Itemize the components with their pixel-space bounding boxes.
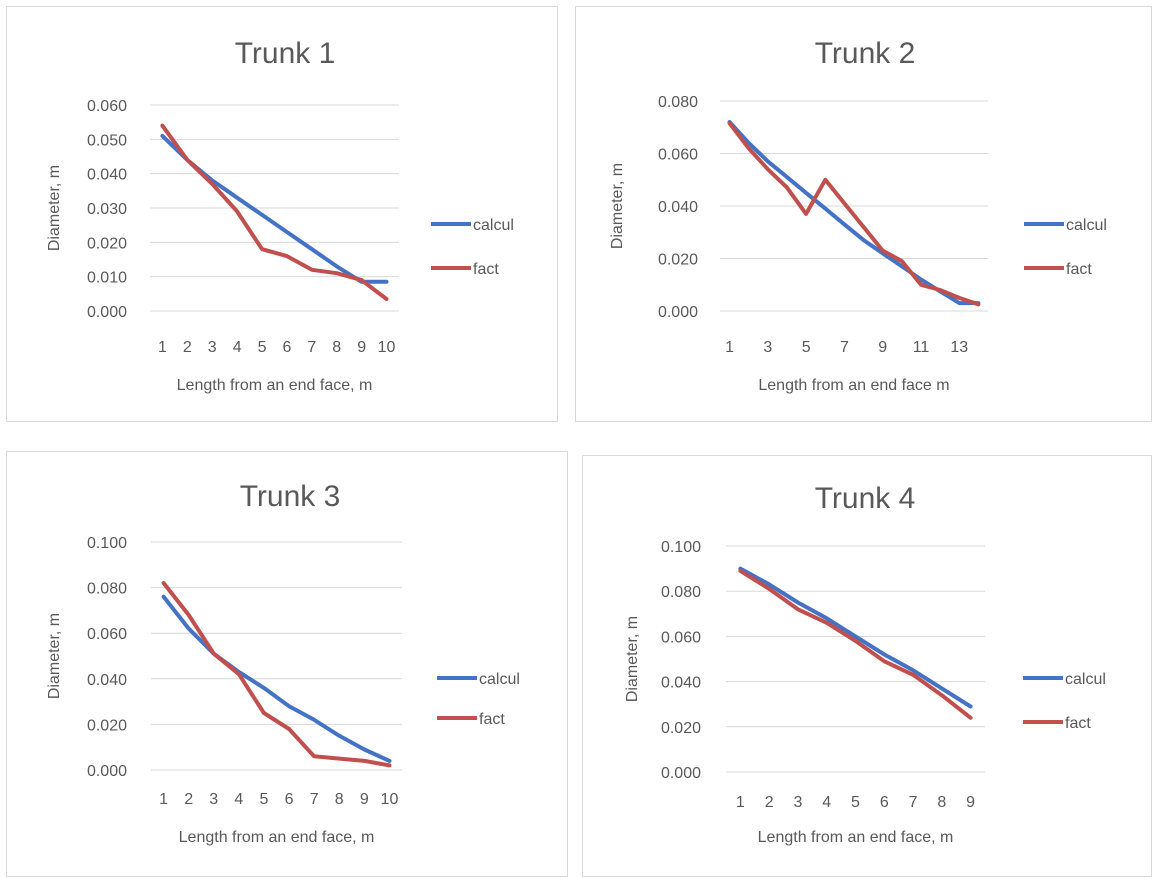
x-tick-label: 5	[258, 339, 267, 356]
x-tick-label: 8	[335, 791, 344, 808]
chart-panel-trunk-4: Trunk 4 0.000 0.020 0.040 0.060 0.080 0.100 1 2 3…	[582, 455, 1152, 877]
x-axis-label: Length from an end face, m	[758, 829, 954, 846]
y-tick-label: 0.080	[661, 584, 701, 601]
y-axis-label: Diameter, m	[46, 613, 63, 699]
x-tick-label: 3	[763, 339, 772, 356]
series-line-fact	[738, 568, 973, 720]
y-tick-label: 0.020	[87, 235, 127, 252]
y-tick-label: 0.020	[658, 252, 698, 269]
chart-panel-trunk-1: Trunk 1 0.000 0.010 0.020 0.030 0.040 0.050 0.0…	[6, 6, 558, 422]
x-tick-label: 2	[184, 791, 193, 808]
y-tick-label: 0.100	[87, 535, 127, 552]
x-tick-label: 5	[851, 794, 860, 811]
x-tick-label: 8	[332, 339, 341, 356]
x-tick-label: 1	[158, 339, 167, 356]
x-tick-label: 10	[378, 339, 396, 356]
x-tick-label: 1	[159, 791, 168, 808]
x-tick-label: 7	[840, 339, 849, 356]
x-tick-label: 5	[802, 339, 811, 356]
y-tick-label: 0.020	[661, 720, 701, 737]
x-tick-label: 11	[913, 339, 930, 356]
chart-panel-trunk-2: Trunk 2 0.000 0.020 0.040 0.060 0.080 1 3 5 7 9 11 1…	[575, 6, 1152, 422]
chart-title: Trunk 4	[815, 482, 916, 515]
x-tick-label: 9	[360, 791, 369, 808]
y-tick-label: 0.040	[87, 672, 127, 689]
series-line-calcul	[160, 133, 389, 284]
y-axis-label: Diameter, m	[624, 616, 641, 702]
y-tick-label: 0.080	[87, 581, 127, 598]
x-tick-label: 5	[259, 791, 268, 808]
series-line-fact	[160, 123, 389, 301]
y-tick-label: 0.060	[87, 98, 127, 115]
x-tick-label: 6	[285, 791, 294, 808]
series-line-calcul	[161, 594, 392, 763]
x-tick-label: 7	[909, 794, 918, 811]
chart-panel-trunk-3: Trunk 3 0.000 0.020 0.040 0.060 0.080 0.100 1 2 3…	[6, 451, 568, 877]
x-tick-label: 1	[725, 339, 734, 356]
x-tick-label: 13	[950, 339, 968, 356]
legend-label-calcul: calcul	[1066, 217, 1107, 234]
x-axis-label: Length from an end face, m	[177, 377, 373, 394]
legend-label-fact: fact	[479, 711, 505, 728]
y-tick-label: 0.040	[661, 675, 701, 692]
chart-title: Trunk 3	[240, 480, 341, 513]
x-tick-label: 7	[307, 339, 316, 356]
legend-label-calcul: calcul	[1065, 671, 1106, 688]
legend-label-fact: fact	[1065, 715, 1091, 732]
x-tick-label: 9	[357, 339, 366, 356]
series-line-fact	[161, 581, 392, 768]
x-tick-label: 1	[736, 794, 745, 811]
x-tick-label: 7	[310, 791, 319, 808]
y-tick-label: 0.000	[661, 765, 701, 782]
y-axis-label: Diameter, m	[609, 163, 626, 249]
x-tick-label: 4	[233, 339, 242, 356]
y-tick-label: 0.060	[661, 629, 701, 646]
y-tick-label: 0.050	[87, 132, 127, 149]
y-tick-label: 0.010	[87, 270, 127, 287]
legend-label-calcul: calcul	[479, 671, 520, 688]
y-tick-label: 0.030	[87, 201, 127, 218]
y-tick-label: 0.080	[658, 94, 698, 111]
y-tick-label: 0.040	[87, 167, 127, 184]
legend-label-fact: fact	[1066, 261, 1092, 278]
x-axis-label: Length from an end face, m	[179, 829, 375, 846]
x-tick-label: 2	[765, 794, 774, 811]
x-tick-label: 6	[880, 794, 889, 811]
x-tick-label: 6	[282, 339, 291, 356]
legend-label-calcul: calcul	[473, 217, 514, 234]
chart-svg: Trunk 4 0.000 0.020 0.040 0.060 0.080 0.100 1 2 3…	[624, 482, 1106, 846]
series-line-fact	[727, 121, 981, 307]
y-tick-label: 0.060	[87, 626, 127, 643]
x-tick-label: 4	[234, 791, 243, 808]
x-tick-label: 4	[822, 794, 831, 811]
x-tick-label: 8	[937, 794, 946, 811]
series-line-calcul	[738, 566, 973, 709]
y-tick-label: 0.100	[661, 539, 701, 556]
chart-svg: Trunk 3 0.000 0.020 0.040 0.060 0.080 0.100 1 2 3…	[46, 480, 520, 846]
x-axis-label: Length from an end face m	[758, 377, 949, 394]
chart-svg: Trunk 1 0.000 0.010 0.020 0.030 0.040 0.050 0.0…	[46, 37, 514, 394]
x-tick-label: 9	[878, 339, 887, 356]
y-tick-label: 0.000	[658, 304, 698, 321]
legend-label-fact: fact	[473, 261, 499, 278]
y-tick-label: 0.040	[658, 199, 698, 216]
x-tick-label: 9	[966, 794, 975, 811]
y-axis-label: Diameter, m	[46, 165, 63, 251]
x-tick-label: 10	[381, 791, 399, 808]
x-tick-label: 3	[793, 794, 802, 811]
y-tick-label: 0.020	[87, 717, 127, 734]
y-tick-label: 0.060	[658, 147, 698, 164]
y-tick-label: 0.000	[87, 763, 127, 780]
x-tick-label: 2	[183, 339, 192, 356]
x-tick-label: 3	[208, 339, 217, 356]
y-tick-label: 0.000	[87, 304, 127, 321]
x-tick-label: 3	[209, 791, 218, 808]
chart-title: Trunk 2	[815, 37, 916, 70]
chart-title: Trunk 1	[235, 37, 336, 70]
